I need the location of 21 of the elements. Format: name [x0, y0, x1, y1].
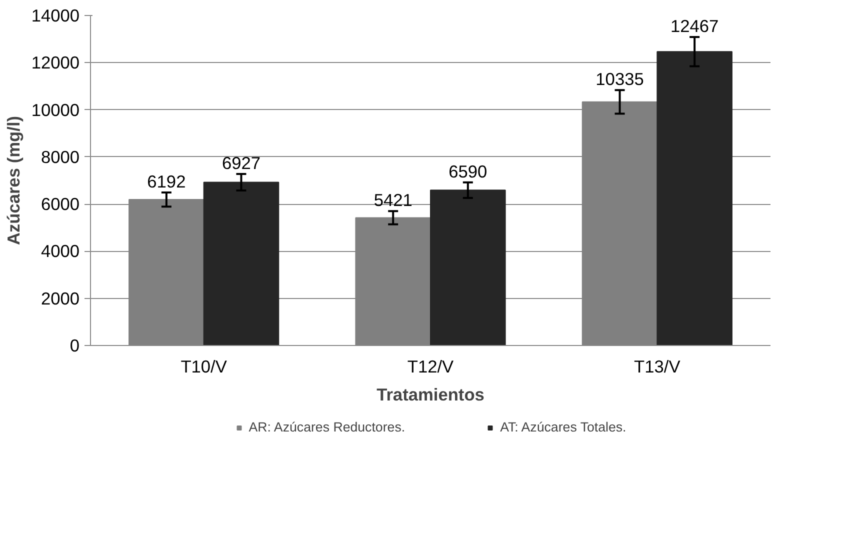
- x-tick-label: T12/V: [407, 356, 454, 376]
- y-tick-label: 14000: [31, 6, 80, 26]
- data-label: 5421: [374, 190, 412, 210]
- y-tick-label: 6000: [40, 194, 80, 214]
- y-tick-label: 0: [70, 336, 80, 356]
- legend-label: AR: Azúcares Reductores.: [248, 420, 406, 434]
- y-tick-label: 12000: [31, 52, 80, 73]
- x-axis-title: Tratamientos: [376, 384, 484, 404]
- data-label: 12467: [670, 16, 719, 36]
- data-label: 10335: [596, 69, 644, 90]
- data-label: 6927: [222, 152, 261, 173]
- data-label: 6590: [448, 161, 488, 182]
- legend-label: AT: Azúcares Totales.: [500, 420, 626, 434]
- y-tick-label: 10000: [31, 100, 80, 120]
- y-tick-label: 8000: [40, 146, 80, 167]
- x-tick-label: T13/V: [634, 356, 681, 376]
- data-label: 6192: [147, 171, 186, 192]
- x-tick-label: T10/V: [180, 356, 228, 376]
- y-tick-label: 4000: [40, 241, 80, 262]
- y-axis-title: Azúcares (mg/l): [3, 116, 24, 246]
- y-tick-label: 2000: [40, 288, 80, 308]
